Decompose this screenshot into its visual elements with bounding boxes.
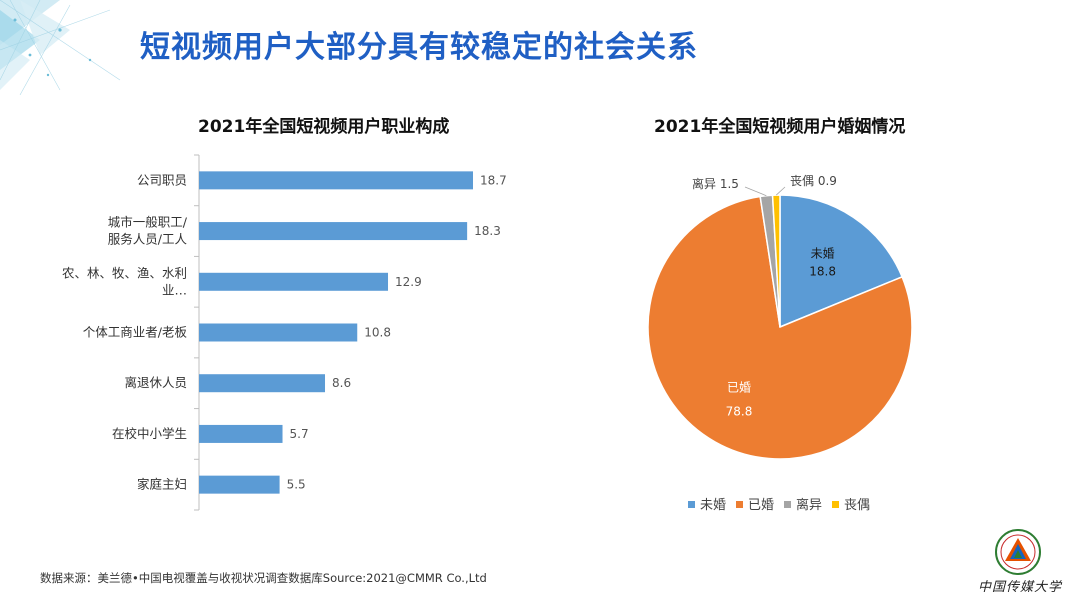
- pie-slice-name-label: 未婚: [811, 246, 835, 260]
- bar-value-label: 8.6: [332, 376, 351, 390]
- bar-value-label: 12.9: [395, 275, 422, 289]
- pie-legend: 未婚 已婚 离异 丧偶: [688, 494, 880, 513]
- legend-item: 离异: [784, 494, 822, 513]
- bar-value-label: 18.3: [474, 224, 501, 238]
- university-logo-text: 中国传媒大学: [978, 580, 1063, 595]
- bar-value-label: 5.7: [290, 427, 309, 441]
- legend-label: 离异: [796, 498, 823, 513]
- university-logo: [995, 529, 1041, 575]
- bar-value-label: 10.8: [364, 326, 391, 340]
- bar: [199, 171, 473, 190]
- pie-leader-line: [744, 186, 767, 197]
- bar-category-label: 城市一般职工/: [108, 215, 188, 230]
- bar-value-label: 5.5: [287, 478, 306, 492]
- pie-slice: [647, 195, 913, 460]
- bar-category-label: 个体工商业者/老板: [83, 325, 188, 340]
- bar: [199, 475, 280, 494]
- page-title: 短视频用户大部分具有较稳定的社会关系: [140, 30, 698, 65]
- legend-label: 已婚: [748, 498, 775, 513]
- bar-category-label: 农、林、牧、渔、水利: [62, 265, 187, 280]
- bar-chart-title: 2021年全国短视频用户职业构成: [198, 117, 450, 137]
- legend-label: 未婚: [700, 498, 727, 513]
- pie-leader-line: [775, 186, 786, 196]
- legend-label: 丧偶: [844, 498, 871, 513]
- legend-swatch: [688, 501, 695, 508]
- bar: [199, 424, 283, 443]
- bar-category-label: 在校中小学生: [112, 426, 187, 441]
- bar: [199, 323, 358, 342]
- pie-chart-title: 2021年全国短视频用户婚姻情况: [654, 117, 906, 137]
- pie-slice-name-label: 已婚: [727, 380, 751, 394]
- pie-slice-value-label: 18.8: [809, 264, 836, 278]
- corner-decoration: [0, 0, 121, 95]
- pie-outside-label: 丧偶 0.9: [790, 174, 837, 188]
- bar-category-label: 服务人员/工人: [108, 232, 188, 247]
- legend-swatch: [784, 501, 792, 508]
- bar-category-label: 业…: [162, 282, 187, 297]
- bar: [199, 374, 326, 393]
- legend-item: 已婚: [736, 494, 774, 513]
- legend-item: 丧偶: [832, 494, 870, 513]
- bar: [199, 272, 389, 291]
- data-source-note: 数据来源：美兰德•中国电视覆盖与收视状况调查数据库Source:2021@CMM…: [40, 571, 487, 585]
- bar-value-label: 18.7: [480, 173, 507, 187]
- legend-swatch: [736, 501, 744, 508]
- legend-swatch: [832, 501, 840, 508]
- legend-item: 未婚: [688, 494, 726, 513]
- bar-category-label: 公司职员: [137, 172, 187, 187]
- pie-slice: [779, 194, 904, 329]
- pie-outside-label: 离异 1.5: [692, 176, 739, 191]
- bar-category-label: 离退休人员: [124, 375, 187, 390]
- bar: [199, 222, 468, 241]
- bar-category-label: 家庭主妇: [137, 477, 187, 492]
- pie-slice-value-label: 78.8: [726, 404, 753, 418]
